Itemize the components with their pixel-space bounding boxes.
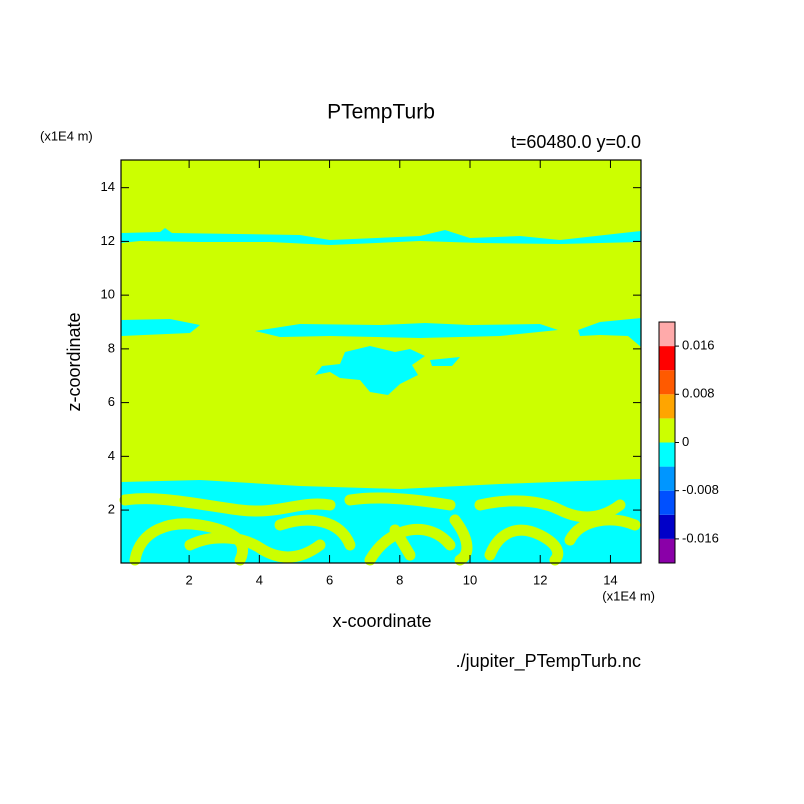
y-tick-label: 2 — [108, 502, 115, 517]
chart-subtitle: t=60480.0 y=0.0 — [511, 132, 641, 152]
colorbar-swatch — [659, 418, 675, 443]
colorbar-swatch — [659, 394, 675, 419]
colorbar-tick-label: 0 — [682, 434, 689, 449]
chart-title: PTempTurb — [327, 101, 435, 124]
colorbar-tick-label: -0.008 — [682, 482, 719, 497]
x-unit: (x1E4 m) — [602, 588, 655, 603]
colorbar-swatch — [659, 346, 675, 371]
source-label: ./jupiter_PTempTurb.nc — [456, 651, 641, 672]
y-tick-label: 8 — [108, 340, 115, 355]
colorbar-swatch — [659, 442, 675, 467]
colorbar-swatch — [659, 466, 675, 491]
colorbar-swatch — [659, 514, 675, 539]
y-tick-label: 4 — [108, 448, 115, 463]
x-tick-label: 12 — [533, 572, 547, 587]
colorbar-tick-label: 0.016 — [682, 338, 715, 353]
y-axis-label: z-coordinate — [64, 312, 84, 411]
colorbar-swatch — [659, 538, 675, 563]
colorbar-swatch — [659, 322, 675, 347]
y-tick-label: 10 — [101, 287, 115, 302]
y-tick-label: 12 — [101, 233, 115, 248]
y-tick-label: 6 — [108, 394, 115, 409]
contour-region — [121, 228, 641, 245]
x-tick-label: 14 — [603, 572, 617, 587]
contour-region — [119, 492, 641, 566]
contour-region — [315, 346, 460, 395]
colorbar-swatch — [659, 490, 675, 515]
colorbar-swatch — [659, 370, 675, 395]
x-tick-label: 2 — [185, 572, 192, 587]
x-tick-label: 10 — [463, 572, 477, 587]
colorbar-tick-label: 0.008 — [682, 386, 715, 401]
colorbar-tick-label: -0.016 — [682, 530, 719, 545]
x-tick-label: 6 — [326, 572, 333, 587]
y-tick-label: 14 — [101, 179, 115, 194]
plot-frame — [120, 159, 642, 564]
contour-region — [121, 318, 641, 347]
y-unit: (x1E4 m) — [40, 128, 93, 143]
x-tick-label: 8 — [396, 572, 403, 587]
contour-field — [119, 160, 641, 566]
x-tick-label: 4 — [256, 572, 263, 587]
x-axis-label: x-coordinate — [332, 611, 431, 631]
